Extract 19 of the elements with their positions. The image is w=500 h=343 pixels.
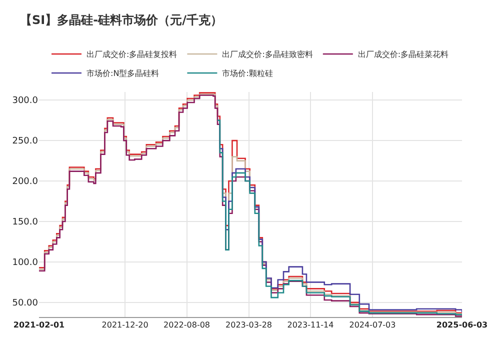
y-tick-label: 50.00	[12, 298, 38, 309]
chart-title: 【SI】多晶硅-硅料市场价（元/千克）	[20, 12, 222, 27]
x-tick-label: 2023-03-28	[226, 320, 272, 330]
y-tick-label: 200.0	[12, 177, 38, 188]
y-tick-label: 300.0	[12, 96, 38, 106]
x-tick-label: 2021-02-01	[13, 320, 66, 330]
x-tick-label: 2022-08-08	[164, 320, 210, 330]
x-tick-label: 2025-06-03	[436, 320, 488, 330]
y-tick-label: 100.0	[12, 258, 38, 268]
legend-label: 市场价:颗粒硅	[222, 69, 273, 78]
legend-label: 市场价:N型多晶硅料	[86, 69, 160, 78]
legend-label: 出厂成交价:多晶硅复投料	[86, 50, 178, 60]
legend-label: 出厂成交价:多晶硅致密料	[222, 50, 313, 60]
x-tick-label: 2024-07-03	[349, 320, 396, 330]
x-tick-label: 2021-12-20	[102, 320, 148, 330]
x-tick-label: 2023-11-14	[287, 320, 334, 330]
y-tick-label: 150.0	[12, 218, 38, 228]
y-tick-label: 250.0	[12, 136, 38, 147]
legend-label: 出厂成交价:多晶硅菜花料	[358, 50, 449, 60]
